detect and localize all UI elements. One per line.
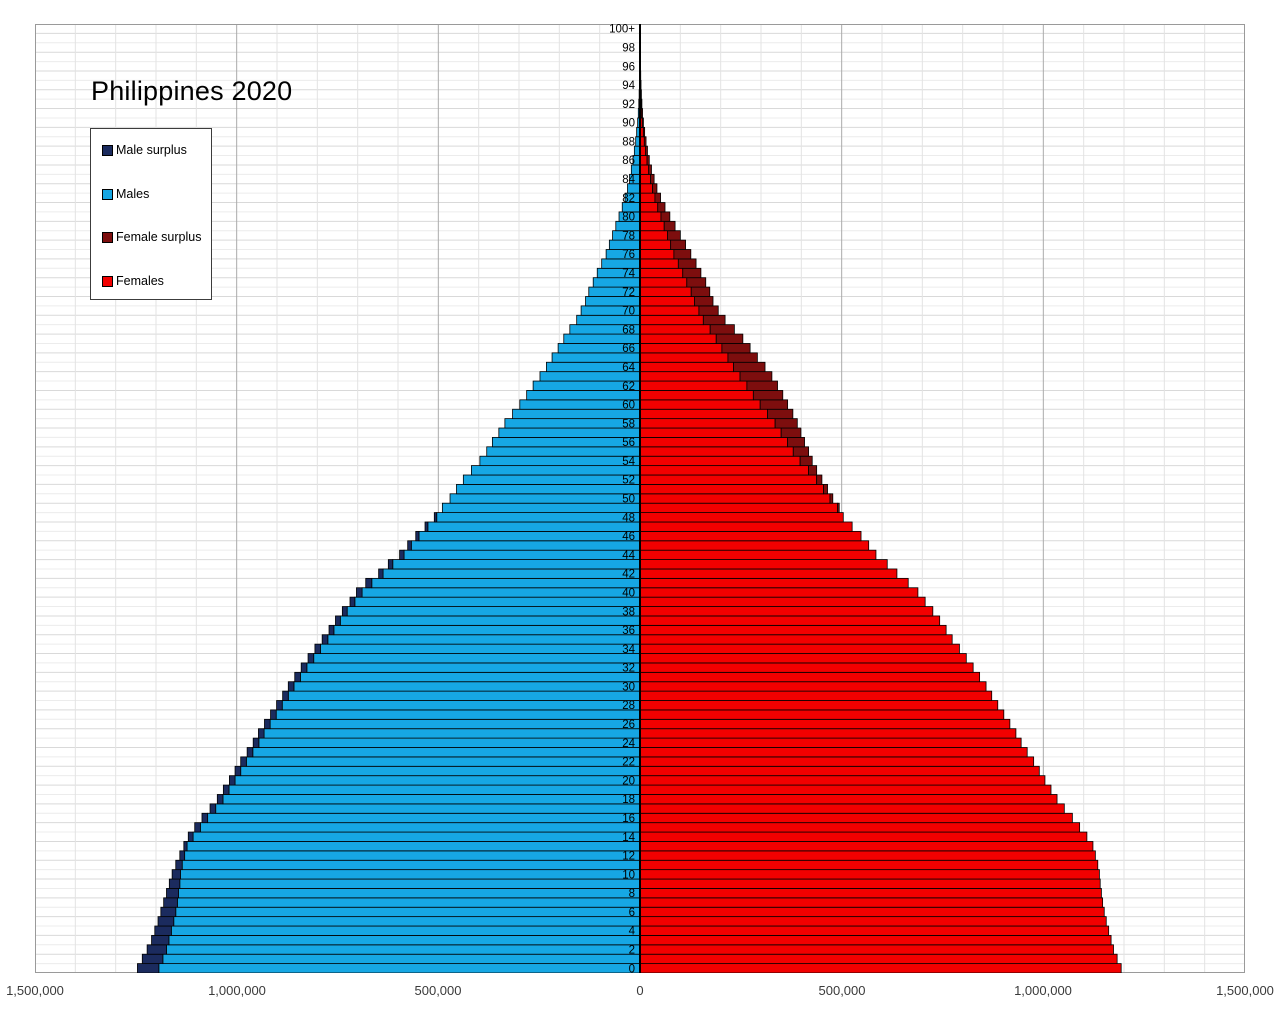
legend-swatch-female-surplus	[102, 232, 113, 243]
svg-text:60: 60	[622, 400, 635, 412]
plot-area: 0 2 4 6 8 10 12 14 16 18 20 22 24 26 28 30 32 34 36 38 40 42 4…	[35, 24, 1245, 973]
svg-text:72: 72	[622, 287, 635, 299]
svg-text:90: 90	[622, 118, 635, 130]
svg-text:66: 66	[622, 343, 635, 355]
svg-text:38: 38	[622, 606, 635, 618]
svg-text:54: 54	[622, 456, 635, 468]
svg-text:8: 8	[629, 888, 635, 900]
svg-text:28: 28	[622, 700, 635, 712]
svg-text:98: 98	[622, 42, 635, 54]
legend-item-female-surplus: Female surplus	[102, 231, 207, 244]
svg-text:56: 56	[622, 437, 635, 449]
x-axis-tick-4: 500,000	[818, 983, 866, 998]
x-axis-tick-2: 500,000	[414, 983, 462, 998]
svg-text:80: 80	[622, 212, 635, 224]
svg-text:40: 40	[622, 587, 635, 599]
x-axis-tick-3: 0	[636, 983, 644, 998]
svg-text:94: 94	[622, 80, 635, 92]
svg-text:86: 86	[622, 155, 635, 167]
svg-text:26: 26	[622, 719, 635, 731]
svg-text:12: 12	[622, 851, 635, 863]
legend-label-males: Males	[116, 186, 150, 201]
svg-text:30: 30	[622, 681, 635, 693]
svg-text:74: 74	[622, 268, 635, 280]
svg-text:96: 96	[622, 61, 635, 73]
legend-item-males: Males	[102, 186, 207, 201]
legend-label-female-surplus: Female surplus	[116, 230, 202, 244]
pyramid-chart: 0246810121416182022242628303234363840424…	[35, 24, 1245, 973]
legend-item-male-surplus: Male surplus	[102, 144, 207, 157]
x-axis-tick-1: 1,000,000	[208, 983, 266, 998]
legend-label-male-surplus: Male surplus	[116, 143, 187, 157]
svg-text:18: 18	[622, 794, 635, 806]
svg-text:2: 2	[629, 945, 635, 957]
svg-text:10: 10	[622, 869, 635, 881]
svg-text:76: 76	[622, 249, 635, 261]
svg-text:6: 6	[629, 907, 635, 919]
svg-text:58: 58	[622, 418, 635, 430]
svg-text:4: 4	[629, 926, 636, 938]
legend: Male surplus Males Female surplus Female…	[90, 128, 212, 300]
svg-text:16: 16	[622, 813, 635, 825]
svg-text:14: 14	[622, 832, 635, 844]
svg-text:34: 34	[622, 644, 635, 656]
svg-text:48: 48	[622, 512, 635, 524]
legend-swatch-male-surplus	[102, 145, 113, 156]
svg-text:44: 44	[622, 550, 635, 562]
svg-text:42: 42	[622, 569, 635, 581]
svg-text:88: 88	[622, 136, 635, 148]
svg-text:82: 82	[622, 193, 635, 205]
legend-swatch-females	[102, 275, 113, 287]
svg-text:92: 92	[622, 99, 635, 111]
legend-label-females: Females	[116, 273, 164, 288]
svg-text:46: 46	[622, 531, 635, 543]
svg-text:62: 62	[622, 381, 635, 393]
svg-text:22: 22	[622, 757, 635, 769]
svg-text:70: 70	[622, 306, 635, 318]
svg-text:100+: 100+	[609, 24, 635, 36]
x-axis-tick-5: 1,000,000	[1014, 983, 1072, 998]
svg-text:50: 50	[622, 494, 635, 506]
svg-text:36: 36	[622, 625, 635, 637]
svg-text:24: 24	[622, 738, 635, 750]
svg-text:78: 78	[622, 230, 635, 242]
svg-text:68: 68	[622, 324, 635, 336]
legend-item-females: Females	[102, 273, 207, 288]
legend-swatch-males	[102, 188, 113, 200]
svg-text:20: 20	[622, 775, 635, 787]
svg-text:0: 0	[629, 963, 635, 973]
x-axis-tick-0: 1,500,000	[6, 983, 64, 998]
svg-text:32: 32	[622, 663, 635, 675]
x-axis-tick-6: 1,500,000	[1216, 983, 1274, 998]
chart-title: Philippines 2020	[91, 76, 293, 106]
svg-text:64: 64	[622, 362, 635, 374]
svg-text:84: 84	[622, 174, 635, 186]
svg-text:52: 52	[622, 475, 635, 487]
